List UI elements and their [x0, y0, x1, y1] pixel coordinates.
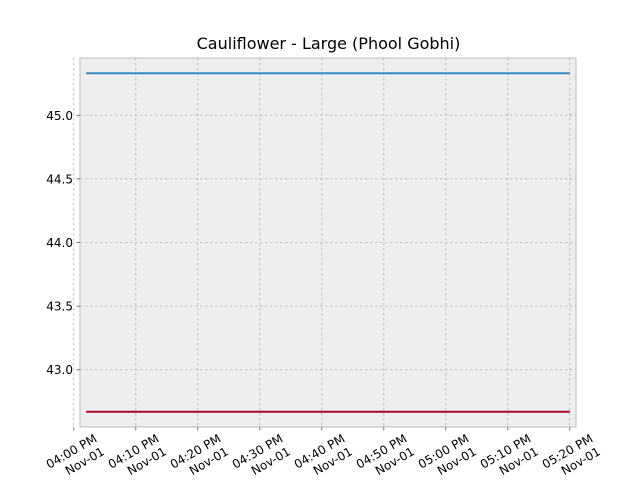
x-tick-label: 04:00 PMNov-01	[44, 431, 107, 480]
x-tick-label: 04:10 PMNov-01	[106, 431, 169, 480]
y-tick-label: 43.5	[46, 300, 73, 314]
x-tick-label: 05:00 PMNov-01	[416, 431, 479, 480]
series-lines	[86, 72, 570, 413]
y-tick-label: 44.5	[46, 172, 73, 186]
x-tick-label: 04:50 PMNov-01	[354, 431, 417, 480]
x-tick-label: 05:10 PMNov-01	[478, 431, 541, 480]
chart-title: Cauliflower - Large (Phool Gobhi)	[197, 34, 461, 53]
plot-area	[79, 57, 577, 428]
x-tick-label: 04:30 PMNov-01	[230, 431, 293, 480]
x-tick-label: 04:40 PMNov-01	[292, 431, 355, 480]
x-tick-label: 05:20 PMNov-01	[540, 431, 603, 480]
y-tick-label: 44.0	[46, 236, 73, 250]
y-axis-ticks: 43.0 43.5 44.0 44.5 45.0	[46, 109, 80, 377]
y-tick-label: 45.0	[46, 109, 73, 123]
grid	[73, 58, 576, 427]
x-tick-label: 04:20 PMNov-01	[168, 431, 231, 480]
y-tick-label: 43.0	[46, 363, 73, 377]
x-axis-ticks: 04:00 PMNov-01 04:10 PMNov-01 04:20 PMNov-…	[44, 427, 603, 480]
